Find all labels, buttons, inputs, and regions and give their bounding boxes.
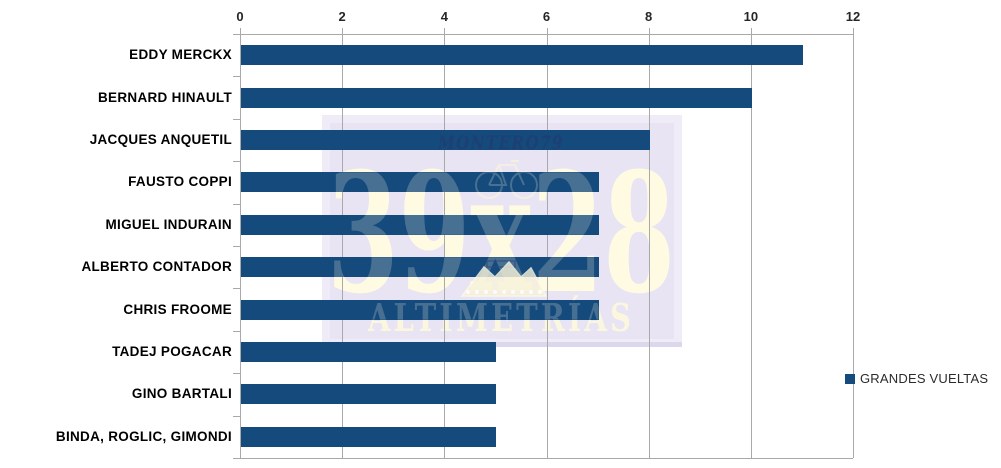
category-label: ALBERTO CONTADOR <box>81 259 232 275</box>
legend-label: GRANDES VUELTAS <box>860 371 989 386</box>
x-axis-tick <box>240 28 241 34</box>
bar <box>241 426 497 447</box>
category-label: BERNARD HINAULT <box>98 89 232 105</box>
y-axis-tick <box>233 34 240 35</box>
category-label: FAUSTO COPPI <box>128 174 232 190</box>
x-tick-label: 12 <box>845 9 861 24</box>
legend-swatch <box>845 373 855 384</box>
category-label: JACQUES ANQUETIL <box>89 132 232 147</box>
y-axis-tick <box>233 161 240 163</box>
y-axis-tick <box>233 330 240 332</box>
category-label: EDDY MERCKX <box>129 47 232 63</box>
x-axis-line <box>240 458 853 459</box>
bar <box>241 45 803 66</box>
y-axis-tick <box>233 118 240 120</box>
y-axis-tick <box>233 373 240 375</box>
category-label: BINDA, ROGLIC, GIMONDI <box>55 428 232 444</box>
y-axis-line <box>240 34 241 458</box>
x-tick-label: 6 <box>542 9 551 24</box>
category-label: MIGUEL INDURAIN <box>105 216 232 232</box>
x-axis-tick <box>750 28 752 34</box>
y-axis-tick <box>233 76 240 78</box>
x-axis-tick <box>853 28 854 34</box>
legend: GRANDES VUELTAS <box>845 371 988 386</box>
gridline <box>853 34 854 458</box>
x-tick-label: 4 <box>440 9 448 24</box>
x-axis-tick <box>342 28 344 34</box>
x-tick-label: 10 <box>743 9 759 24</box>
bar <box>241 87 752 108</box>
y-axis-tick <box>233 415 240 417</box>
x-axis-tick <box>546 28 548 34</box>
category-label: GINO BARTALI <box>131 386 232 402</box>
x-axis-tick <box>648 28 650 34</box>
bar <box>241 384 497 405</box>
x-tick-label: 8 <box>645 9 653 24</box>
y-axis-tick <box>233 203 240 205</box>
gridline <box>750 34 752 458</box>
x-axis-tick <box>444 28 446 34</box>
bar <box>241 342 497 362</box>
x-tick-label: 0 <box>236 9 244 24</box>
category-label: CHRIS FROOME <box>123 301 232 317</box>
category-label: TADEJ POGACAR <box>112 344 232 359</box>
y-axis-tick <box>233 288 240 290</box>
y-axis-tick <box>233 458 240 459</box>
x-tick-label: 2 <box>338 9 346 24</box>
y-axis-tick <box>233 246 240 247</box>
plot-top-border <box>240 34 853 35</box>
